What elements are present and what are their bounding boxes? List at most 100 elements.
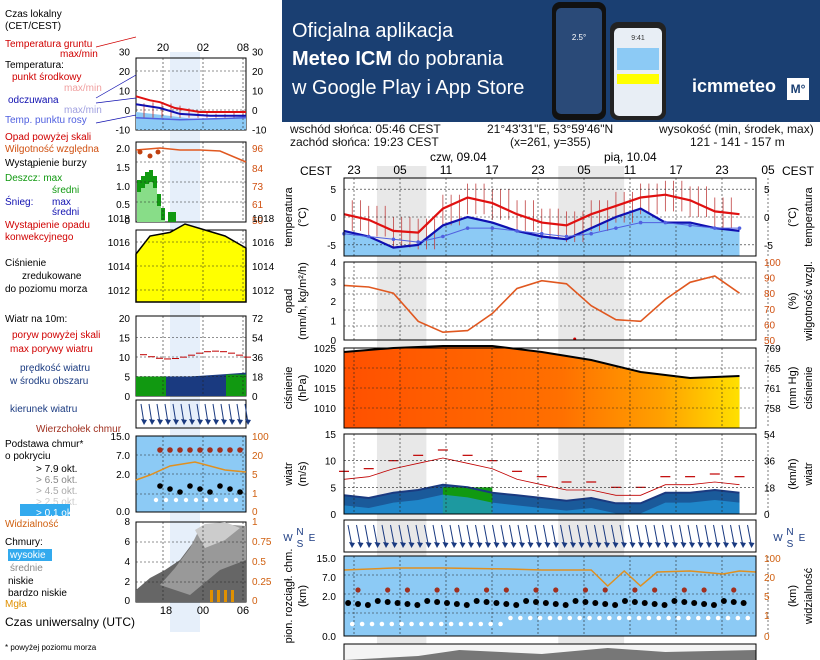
cloud-top-dot [503, 587, 509, 593]
pressure-tick-right: 769 [764, 344, 781, 355]
precip-axis-unit-left: (mm/h, kg/m²/h) [297, 262, 309, 340]
legend-wind-arrowhead [197, 419, 203, 425]
cloud-tick-left: 0.0 [322, 632, 336, 643]
temp-tick-left: -5 [327, 241, 336, 252]
wind-tick-right: 36 [252, 353, 264, 364]
icm-logo: icmmeteo [692, 76, 777, 96]
gust-max-label: max porywy wiatru [10, 344, 93, 355]
humidity-label: Wilgotność względna [5, 144, 99, 155]
soil-temp-label: Temperatura gruntu [5, 39, 92, 50]
wind-speed-label-2: w środku obszaru [9, 376, 88, 387]
temp-tick-right: 20 [252, 67, 264, 78]
precip-tick-left: 1.5 [116, 163, 130, 174]
wind-arrowhead [561, 542, 568, 548]
precip-tick-left: 2 [330, 297, 336, 308]
cloud-base-dot [513, 602, 520, 608]
precip-occur-label-2: konwekcyjnego [5, 232, 74, 243]
precip-tick-right: 61 [252, 200, 264, 211]
cloud-low-white-dot [656, 615, 662, 621]
legend-meteogram: Czas lokalny(CET/CEST)20 02 083020100-1030… [5, 9, 275, 652]
pressure-tick-left: 1010 [314, 404, 337, 415]
snow-label: Śnieg: [5, 195, 33, 208]
wind-tick-left: 10 [325, 457, 337, 468]
cloud-tick-right: 100 [764, 554, 781, 565]
cloud-low-white-dot [409, 621, 414, 627]
cloud-base-dot [384, 599, 391, 605]
cloud-base-dot [434, 599, 441, 605]
cloud-base-dot [355, 601, 362, 607]
elevation-values: 121 - 141 - 157 m [690, 135, 785, 149]
cover-panel-frame [343, 643, 757, 660]
storm-label: Wystąpienie burzy [5, 158, 87, 169]
wind-tick-left: 5 [330, 483, 336, 494]
wind-panel-frame [343, 433, 757, 515]
cloud-low-white-dot [399, 621, 404, 627]
legend-visibility-line [135, 461, 247, 481]
wind-arrowhead [374, 542, 381, 548]
cloud-top-label: Wierzchołek chmur [36, 424, 122, 435]
cloud-tick-left: 0.0 [116, 507, 130, 518]
footnote: * powyżej poziomu morza [5, 643, 97, 652]
wind-arrowhead [663, 542, 670, 548]
cloud-base-dot [730, 599, 737, 605]
legend-wind-arrowhead [229, 419, 235, 425]
legend-wind-arrowhead [245, 419, 251, 425]
temp-tick-right: 0 [252, 106, 258, 117]
compass-right-w: W [773, 533, 783, 544]
legend-cloud-white-dot [193, 497, 199, 503]
coordinates-text: 21°43'31"E, 53°59'46"N [487, 122, 614, 136]
cloud-low-white-dot [498, 621, 503, 627]
legend-cloud-top-dot [207, 447, 213, 453]
wind-tick-left: 5 [124, 373, 130, 384]
pressure-tick-left: 1018 [108, 214, 131, 225]
cloud-base-dot [424, 598, 431, 604]
cover-tick-right: 1 [252, 517, 258, 528]
wind-arrowhead [578, 542, 585, 548]
app-banner[interactable]: Oficjalna aplikacja Meteo ICM do pobrani… [282, 0, 820, 122]
hour-tick: 17 [669, 163, 683, 177]
temp-tick-right: -10 [252, 126, 267, 137]
wind-arrowhead [731, 542, 738, 548]
pressure-tick-left: 1020 [314, 364, 337, 375]
humidity-tick-right: 50 [764, 336, 776, 347]
hour-tick: 05 [393, 163, 407, 177]
legend-cloud-white-dot [183, 497, 189, 503]
wind-arrowhead [689, 542, 695, 548]
gust-above-label: poryw powyżej skali [12, 330, 100, 341]
wind-arrowhead [655, 542, 661, 548]
cloud-high-label: wysokie [9, 550, 46, 561]
precip-tick-right: 96 [252, 144, 264, 155]
wind-tick-left: 15 [325, 430, 337, 441]
pressure-label-1: Ciśnienie [5, 258, 47, 269]
cloud-low-white-dot [626, 615, 632, 621]
cloud-mid-label: średnie [10, 563, 43, 574]
cloud-tick-left: 7.0 [116, 451, 130, 462]
dew-point-dot [713, 226, 717, 230]
temp-series-line-1 [343, 207, 740, 249]
cloud-tick-right: 20 [252, 451, 264, 462]
legend-wind-arrowhead [181, 419, 187, 425]
cloud-base-dot [661, 602, 668, 608]
wind-arrowhead [544, 542, 551, 548]
dew-label: Temp. punktu rosy [5, 115, 87, 126]
wind-tick-left: 0 [330, 510, 336, 521]
cloud-base-dot [671, 598, 678, 604]
legend-storm-dot [147, 153, 153, 159]
pressure-axis-unit-left: (hPa) [297, 375, 309, 402]
legend-storm-dot [155, 149, 161, 155]
cloud-tick-left: 7.0 [322, 573, 336, 584]
visibility-axis-label-right: widzialność [803, 567, 815, 625]
local-hour-tick: 20 [157, 42, 169, 54]
wind-tick-right: 18 [252, 373, 264, 384]
cloud-vlow-label: bardzo niskie [8, 588, 67, 599]
wind-arrowhead [638, 542, 644, 548]
humidity-tick-right: 100 [764, 258, 781, 269]
hour-tick: 17 [485, 163, 499, 177]
wind-dir-label: kierunek wiatru [10, 404, 77, 415]
wind-tick-right: 54 [252, 334, 264, 345]
wind-arrowhead [425, 542, 432, 548]
legend-cloud-white-dot [203, 497, 209, 503]
cloud-base-dot [691, 600, 698, 606]
cloud-base-dot [364, 602, 371, 608]
legend-cloud-top-dot [237, 447, 243, 453]
